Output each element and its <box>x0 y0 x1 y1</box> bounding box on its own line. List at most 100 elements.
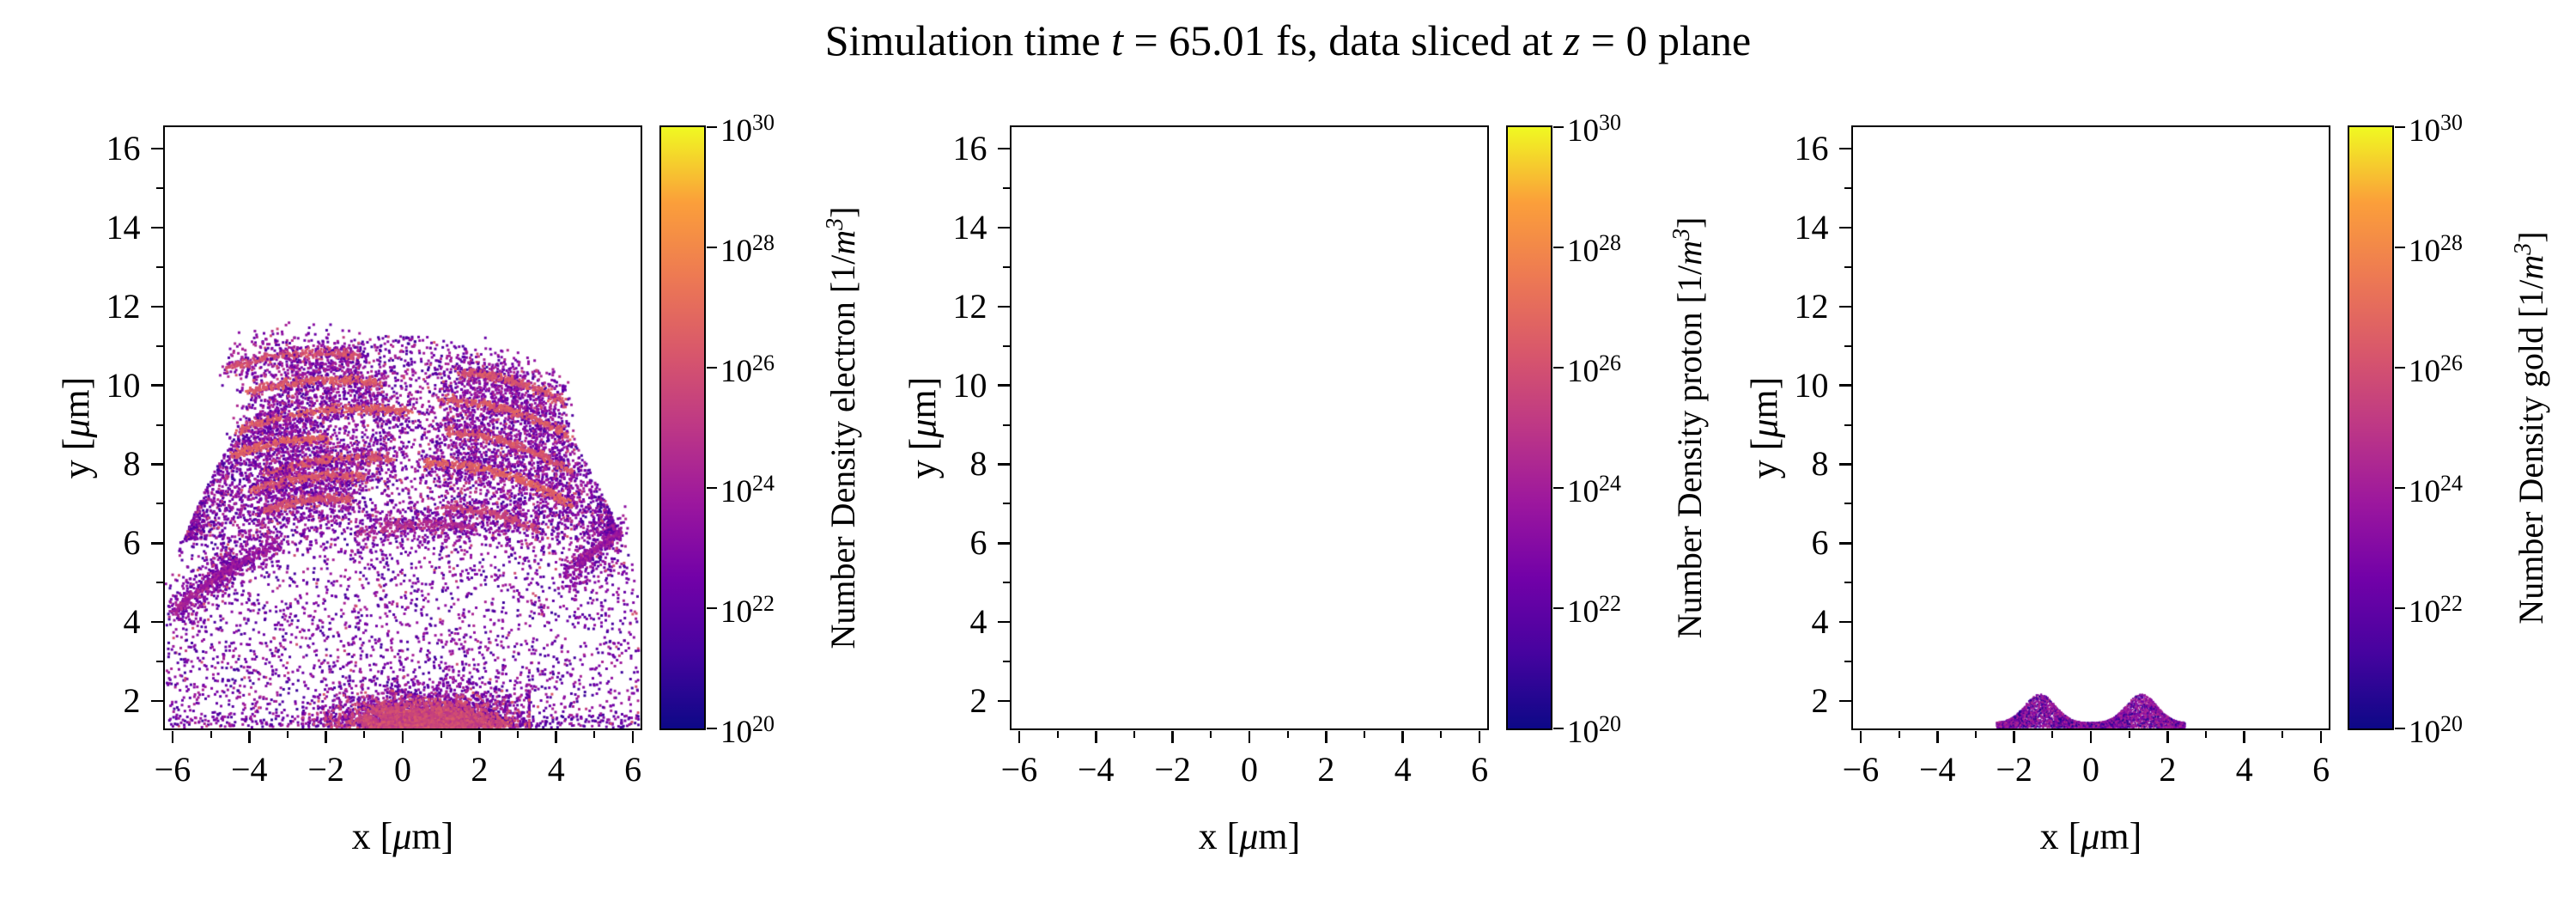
x-minor-tick <box>1898 730 1900 738</box>
x-tick <box>1401 730 1404 743</box>
x-tick-label: −4 <box>1078 750 1115 789</box>
x-tick <box>478 730 481 743</box>
x-tick-label: 0 <box>1241 750 1258 789</box>
y-tick-label: 2 <box>1811 680 1829 720</box>
x-tick-label: −2 <box>307 750 344 789</box>
cb-tick-exponent: 28 <box>1599 229 1621 255</box>
x-tick <box>1859 730 1862 743</box>
cb-tick-base: 10 <box>1567 113 1599 149</box>
x-tick <box>555 730 557 743</box>
y-minor-tick <box>1002 503 1010 505</box>
y-tick <box>997 147 1010 150</box>
y-tick <box>150 384 163 387</box>
colorbar-tick-label: 1024 <box>1567 466 1621 509</box>
title-var-t: t <box>1111 16 1123 64</box>
x-tick-label: 2 <box>2159 750 2177 789</box>
x-minor-tick <box>1440 730 1443 738</box>
plot-box-gold <box>1850 125 2330 730</box>
cb-label-text: ] <box>2511 231 2550 243</box>
y-tick-label: 12 <box>1794 286 1829 326</box>
x-tick-label: 4 <box>2235 750 2253 789</box>
x-tick-label: −6 <box>1000 750 1038 789</box>
y-tick <box>997 699 1010 703</box>
x-tick-label: 4 <box>547 750 565 789</box>
x-tick <box>1171 730 1174 743</box>
colorbar-tick-label: 1024 <box>720 466 775 509</box>
y-minor-tick <box>1844 424 1851 426</box>
y-axis-label-text: y [ <box>55 437 98 479</box>
plot-box-electron <box>162 125 642 730</box>
x-tick-label: −2 <box>1154 750 1191 789</box>
y-tick-label: 4 <box>123 602 141 642</box>
y-axis-label-text: y [ <box>902 437 945 479</box>
y-minor-tick <box>155 503 163 505</box>
y-tick <box>1838 147 1851 150</box>
cb-tick-exponent: 24 <box>2440 470 2463 496</box>
colorbar-tick-label: 1030 <box>2409 106 2463 149</box>
colorbar-tick <box>1553 606 1564 610</box>
colorbar-tick-label: 1028 <box>1567 226 1621 269</box>
cb-tick-exponent: 20 <box>752 710 775 736</box>
x-minor-tick <box>1056 730 1059 738</box>
colorbar-tick-label: 1020 <box>720 707 775 750</box>
x-tick <box>631 730 635 743</box>
gold-colorbar <box>2348 125 2394 730</box>
colorbar-tick-label: 1022 <box>720 587 775 630</box>
cb-tick-base: 10 <box>1567 234 1599 270</box>
y-tick-label: 16 <box>952 129 987 168</box>
cb-tick-base: 10 <box>720 594 752 631</box>
cb-tick-base: 10 <box>720 113 752 149</box>
colorbar-tick-label: 1026 <box>2409 346 2463 389</box>
y-tick <box>1838 463 1851 466</box>
title-text: Simulation time <box>824 16 1112 64</box>
cb-label-text: Number Density gold [1/ <box>2511 279 2550 625</box>
colorbar-tick-label: 1020 <box>2409 707 2463 750</box>
y-tick <box>997 226 1010 229</box>
cb-tick-base: 10 <box>2409 234 2440 270</box>
cb-tick-exponent: 24 <box>752 470 775 496</box>
x-axis-label: x [μm] <box>352 814 454 858</box>
y-minor-tick <box>155 344 163 347</box>
cb-tick-base: 10 <box>1567 594 1599 631</box>
y-tick <box>1838 384 1851 387</box>
x-tick-label: 0 <box>394 750 411 789</box>
proton-colorbar <box>1506 125 1552 730</box>
cb-tick-exponent: 30 <box>2440 109 2463 135</box>
figure-title: Simulation time t = 65.01 fs, data slice… <box>0 15 2576 65</box>
y-axis-label: y [μm] <box>55 377 99 479</box>
colorbar-tick <box>707 246 717 249</box>
title-text: = 0 plane <box>1580 16 1752 64</box>
y-tick <box>997 620 1010 624</box>
colorbar-tick <box>2395 366 2405 369</box>
y-tick <box>150 620 163 624</box>
y-axis-label: y [μm] <box>1743 377 1787 479</box>
y-minor-tick <box>155 660 163 662</box>
cb-tick-exponent: 26 <box>1599 350 1621 375</box>
x-tick <box>2089 730 2093 743</box>
x-minor-tick <box>1210 730 1212 738</box>
x-minor-tick <box>440 730 442 738</box>
colorbar-tick <box>2395 125 2405 129</box>
x-tick <box>2013 730 2015 743</box>
cb-tick-exponent: 26 <box>2440 350 2463 375</box>
plot-box-proton <box>1009 125 1489 730</box>
y-tick-label: 10 <box>952 365 987 405</box>
cb-tick-base: 10 <box>1567 354 1599 390</box>
y-minor-tick <box>1002 344 1010 347</box>
x-minor-tick <box>517 730 519 738</box>
x-tick <box>401 730 404 743</box>
colorbar-tick <box>1553 486 1564 490</box>
y-tick-label: 16 <box>1794 129 1829 168</box>
y-tick <box>150 305 163 308</box>
x-tick <box>1478 730 1481 743</box>
y-tick <box>1838 305 1851 308</box>
y-tick-label: 14 <box>952 208 987 247</box>
x-tick <box>248 730 251 743</box>
mu-symbol: μ <box>902 418 945 438</box>
cb-label-m: m <box>2511 254 2550 280</box>
x-minor-tick <box>286 730 289 738</box>
y-tick-label: 10 <box>1794 365 1829 405</box>
proton-colorbar-label: Number Density proton [1/m3] <box>1668 217 1709 639</box>
x-tick-label: 6 <box>1471 750 1489 789</box>
